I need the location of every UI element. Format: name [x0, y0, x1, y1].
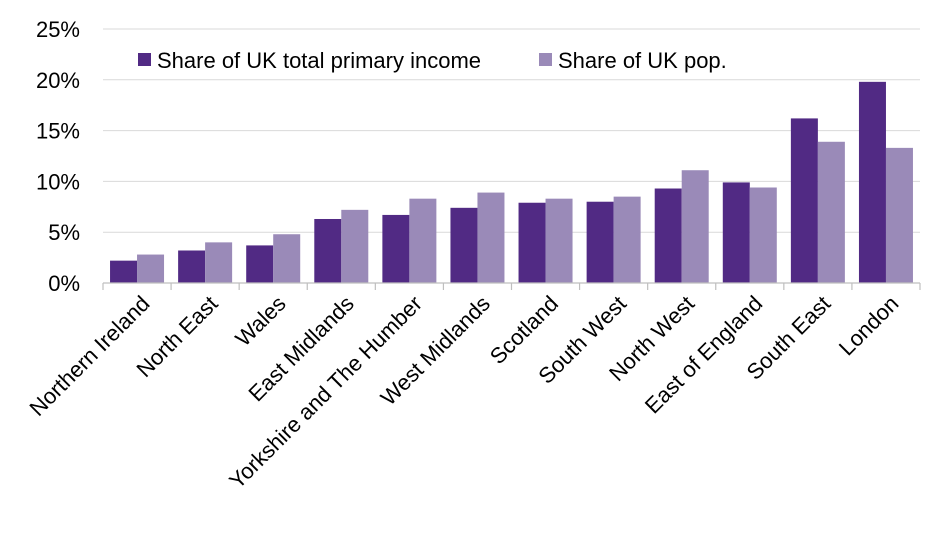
- bar-population: [409, 198, 437, 283]
- legend-item: Share of UK pop.: [539, 48, 727, 73]
- legend-swatch: [138, 53, 151, 66]
- bar-income: [586, 201, 614, 283]
- x-tick-label: Northern Ireland: [24, 291, 154, 421]
- bar-income: [314, 218, 342, 283]
- x-tick-label: London: [834, 291, 904, 361]
- bar-population: [613, 196, 641, 283]
- bar-income: [518, 202, 546, 283]
- bar-income: [382, 214, 410, 283]
- bar-income: [246, 245, 274, 283]
- bar-population: [749, 187, 777, 283]
- bar-income: [450, 207, 478, 283]
- y-tick-label: 20%: [36, 68, 80, 93]
- bar-population: [341, 209, 369, 283]
- y-tick-label: 5%: [48, 220, 80, 245]
- legend-item: Share of UK total primary income: [138, 48, 481, 73]
- y-axis: 0% 5% 10% 15% 20% 25%: [36, 17, 80, 296]
- legend: Share of UK total primary income Share of…: [138, 48, 727, 73]
- x-tick-label: East of England: [640, 291, 768, 419]
- bar-population: [477, 192, 505, 283]
- x-tick-label: Wales: [230, 291, 290, 351]
- bar-population: [545, 198, 573, 283]
- gridlines: [103, 28, 920, 233]
- legend-swatch: [539, 53, 552, 66]
- bar-population: [273, 234, 301, 283]
- bar-income: [654, 188, 682, 283]
- bar-income: [790, 118, 818, 284]
- bar-population: [205, 242, 233, 283]
- bar-population: [885, 147, 913, 283]
- bar-income: [722, 182, 750, 283]
- y-tick-label: 10%: [36, 169, 80, 194]
- y-tick-label: 25%: [36, 17, 80, 42]
- legend-label: Share of UK total primary income: [157, 48, 481, 73]
- bar-population: [681, 170, 709, 283]
- bar-population: [137, 254, 165, 283]
- legend-label: Share of UK pop.: [558, 48, 727, 73]
- bar-income: [110, 260, 138, 283]
- bar-income: [858, 81, 886, 283]
- bars: [110, 81, 913, 284]
- bar-population: [817, 141, 845, 283]
- y-tick-label: 0%: [48, 271, 80, 296]
- bar-income: [178, 250, 206, 283]
- y-tick-label: 15%: [36, 119, 80, 144]
